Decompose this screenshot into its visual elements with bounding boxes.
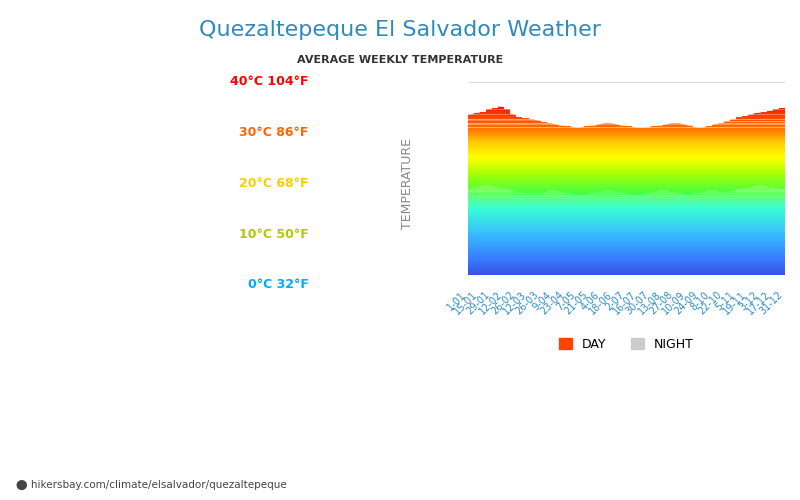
Text: 30°C 86°F: 30°C 86°F xyxy=(239,126,309,139)
Legend: DAY, NIGHT: DAY, NIGHT xyxy=(554,333,698,356)
Text: AVERAGE WEEKLY TEMPERATURE: AVERAGE WEEKLY TEMPERATURE xyxy=(297,55,503,65)
Text: 40°C 104°F: 40°C 104°F xyxy=(230,75,309,88)
Text: 0°C 32°F: 0°C 32°F xyxy=(248,278,309,291)
Text: ⬤ hikersbay.com/climate/elsalvador/quezaltepeque: ⬤ hikersbay.com/climate/elsalvador/queza… xyxy=(16,480,286,490)
Text: Quezaltepeque El Salvador Weather: Quezaltepeque El Salvador Weather xyxy=(199,20,601,40)
Text: 10°C 50°F: 10°C 50°F xyxy=(239,228,309,240)
Text: 20°C 68°F: 20°C 68°F xyxy=(239,176,309,190)
Y-axis label: TEMPERATURE: TEMPERATURE xyxy=(401,138,414,228)
